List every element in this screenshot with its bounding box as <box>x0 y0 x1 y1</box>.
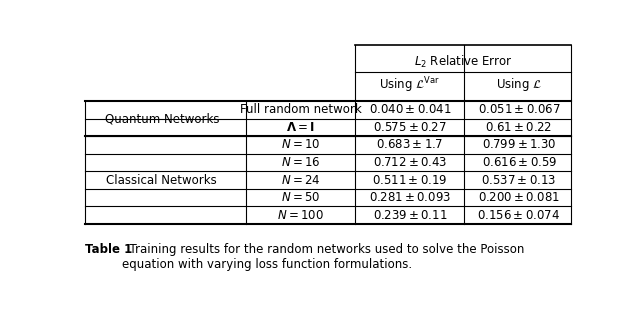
Text: $N = 16$: $N = 16$ <box>281 156 321 169</box>
Text: $\boldsymbol{\Lambda} = \mathbf{I}$: $\boldsymbol{\Lambda} = \mathbf{I}$ <box>286 121 315 134</box>
Text: $0.616 \pm 0.59$: $0.616 \pm 0.59$ <box>481 156 556 169</box>
Text: $0.239 \pm 0.11$: $0.239 \pm 0.11$ <box>372 209 447 222</box>
Text: $0.511 \pm 0.19$: $0.511 \pm 0.19$ <box>372 173 447 187</box>
Text: $0.712 \pm 0.43$: $0.712 \pm 0.43$ <box>372 156 447 169</box>
Text: $0.575 \pm 0.27$: $0.575 \pm 0.27$ <box>373 121 447 134</box>
Text: $N = 100$: $N = 100$ <box>277 209 324 222</box>
Text: $L_2$ Relative Error: $L_2$ Relative Error <box>414 54 513 70</box>
Text: Using $\mathcal{L}$: Using $\mathcal{L}$ <box>496 76 542 93</box>
Text: $N = 50$: $N = 50$ <box>281 191 321 204</box>
Text: Full random network: Full random network <box>240 103 362 116</box>
Text: $0.200 \pm 0.081$: $0.200 \pm 0.081$ <box>478 191 560 204</box>
Text: $0.799 \pm 1.30$: $0.799 \pm 1.30$ <box>482 139 556 151</box>
Text: Using $\mathcal{L}^{\mathrm{Var}}$: Using $\mathcal{L}^{\mathrm{Var}}$ <box>380 75 440 95</box>
Text: Training results for the random networks used to solve the Poisson
equation with: Training results for the random networks… <box>122 243 525 271</box>
Text: Table 1: Table 1 <box>85 243 132 256</box>
Text: $0.040 \pm 0.041$: $0.040 \pm 0.041$ <box>369 103 451 116</box>
Text: $0.537 \pm 0.13$: $0.537 \pm 0.13$ <box>481 173 557 187</box>
Text: $0.281 \pm 0.093$: $0.281 \pm 0.093$ <box>369 191 451 204</box>
Text: $0.051 \pm 0.067$: $0.051 \pm 0.067$ <box>477 103 561 116</box>
Text: $0.156 \pm 0.074$: $0.156 \pm 0.074$ <box>477 209 561 222</box>
Text: $N = 24$: $N = 24$ <box>281 173 321 187</box>
Text: Quantum Networks: Quantum Networks <box>104 112 219 125</box>
Text: $0.683 \pm 1.7$: $0.683 \pm 1.7$ <box>376 139 444 151</box>
Text: Classical Networks: Classical Networks <box>106 173 217 187</box>
Text: $0.61 \pm 0.22$: $0.61 \pm 0.22$ <box>486 121 552 134</box>
Text: $N = 10$: $N = 10$ <box>281 139 321 151</box>
